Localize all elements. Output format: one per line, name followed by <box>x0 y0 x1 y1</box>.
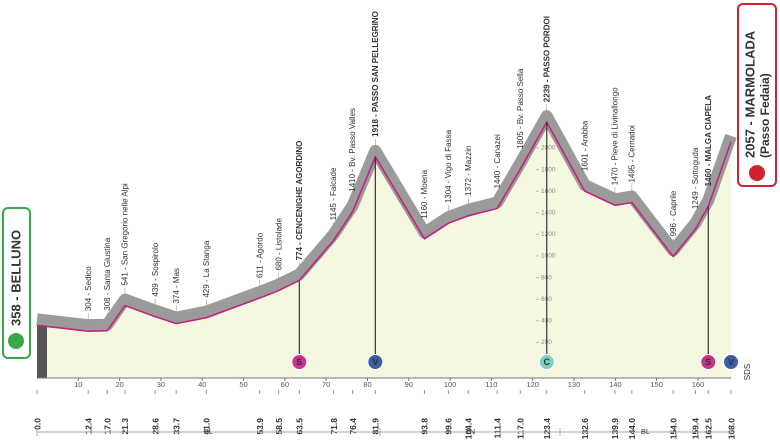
finish-subtitle: (Passo Fedaia) <box>758 73 772 158</box>
distance-label: 162.5 <box>704 418 714 440</box>
profile-area <box>37 122 731 378</box>
marker-label: V <box>728 357 734 367</box>
x-tick-label: 130 <box>568 380 581 389</box>
waypoint-label: 304 - Sedico <box>84 266 93 311</box>
x-tick-label: 120 <box>526 380 539 389</box>
marker <box>700 354 717 370</box>
y-tick-label: 1400 <box>541 210 556 217</box>
waypoint-label: 1304 - Vigo di Fassa <box>444 129 453 203</box>
distance-label: 17.0 <box>102 418 112 435</box>
finish-box <box>737 3 777 187</box>
distance-label: 117.0 <box>516 418 526 439</box>
distance-label: 71.8 <box>329 418 339 435</box>
x-tick-label: 90 <box>405 380 413 389</box>
x-tick-label: 140 <box>609 380 622 389</box>
waypoint-label: 1145 - Falcade <box>329 167 338 220</box>
y-tick-label: 1200 <box>541 231 556 238</box>
marker <box>538 354 555 370</box>
waypoint-label: 774 - CENCENIGHE AGORDINO <box>295 141 304 261</box>
x-tick-label: 10 <box>74 380 82 389</box>
marker <box>367 354 384 370</box>
distance-label: 41.0 <box>202 418 212 435</box>
distance-label: 0.0 <box>32 418 42 430</box>
waypoint-label: 541 - San Gregorio nelle Alpi <box>121 183 130 286</box>
x-tick-label: 40 <box>198 380 206 389</box>
y-tick-label: 1800 <box>541 166 556 173</box>
distance-label: 53.9 <box>255 418 265 435</box>
start-wall <box>37 325 47 378</box>
region-label: BL <box>204 427 213 436</box>
y-tick-label: 2000 <box>541 145 556 152</box>
y-tick-label: 1000 <box>541 253 556 260</box>
distance-label: 28.6 <box>150 418 160 435</box>
region-label: BL <box>641 427 650 436</box>
waypoint-label: 439 - Sospirolo <box>151 242 160 296</box>
waypoint-label: 1470 - Pieve di Livinallongo <box>611 87 620 185</box>
note: SDS <box>743 364 752 380</box>
waypoint-label: 1372 - Mazzin <box>464 146 473 196</box>
waypoint-label: 2239 - PASSO PORDOI <box>542 16 551 102</box>
start-box <box>2 207 31 359</box>
distance-label: 21.3 <box>120 418 130 435</box>
distance-label: 12.4 <box>83 418 93 435</box>
start-label: 358 - BELLUNO <box>8 230 23 326</box>
marker-label: V <box>372 357 378 367</box>
x-tick-label: 70 <box>322 380 330 389</box>
distance-label: 99.6 <box>444 418 454 435</box>
marker-label: S <box>296 357 302 367</box>
waypoint-label: 1440 - Canazei <box>493 134 502 188</box>
x-tick-label: 100 <box>444 380 457 389</box>
x-tick-label: 60 <box>281 380 289 389</box>
region-label: TN <box>465 427 475 436</box>
distance-label: 159.4 <box>691 418 701 440</box>
waypoint-label: 1160 - Moena <box>420 169 429 218</box>
profile-shade <box>36 110 737 332</box>
waypoint-label: 1410 - Bv. Passo Valles <box>348 108 357 192</box>
marker-label: C <box>544 357 551 367</box>
waypoint-label: 611 - Agordo <box>255 232 264 278</box>
waypoint-label: 1805 - Bv. Passo Sella <box>516 68 525 149</box>
x-tick-label: 20 <box>115 380 123 389</box>
distance-label: 132.6 <box>580 418 590 440</box>
distance-label: 76.4 <box>348 418 358 435</box>
x-tick-label: 80 <box>363 380 371 389</box>
x-tick-label: 30 <box>157 380 165 389</box>
waypoint-label: 680 - Listolade <box>274 218 283 271</box>
finish-icon <box>749 165 765 181</box>
profile-line <box>36 120 732 332</box>
distance-label: 104.4 <box>464 418 474 440</box>
distance-label: 58.5 <box>274 418 284 435</box>
waypoint-label: 1918 - PASSO SAN PELLEGRINO <box>371 11 380 137</box>
waypoint-label: 308 - Santa Giustina <box>103 237 112 310</box>
x-tick-label: 160 <box>692 380 705 389</box>
distance-label: 154.0 <box>668 418 678 440</box>
waypoint-label: 996 - Caprile <box>669 190 678 236</box>
distance-label: 123.4 <box>542 418 552 440</box>
waypoint-label: 1495 - Cernadoi <box>627 125 636 183</box>
waypoint-label: 1249 - Sottoguda <box>691 147 700 209</box>
start-icon <box>8 333 24 349</box>
y-tick-label: 1600 <box>541 188 556 195</box>
marker <box>291 354 308 370</box>
distance-label: 111.4 <box>492 418 502 439</box>
distance-label: 33.7 <box>171 418 181 435</box>
waypoint-label: 374 - Mas <box>172 268 181 304</box>
distance-label: 81.9 <box>371 418 381 435</box>
distance-label: 144.0 <box>627 418 637 440</box>
finish-label: 2057 - MARMOLADA <box>742 30 757 158</box>
marker <box>723 354 739 370</box>
distance-label: 63.5 <box>295 418 305 435</box>
x-tick-label: 110 <box>485 380 497 389</box>
waypoint-label: 429 - La Stanga <box>202 240 211 297</box>
marker-label: S <box>705 357 711 367</box>
distance-label: 139.9 <box>610 418 620 440</box>
waypoint-label: 1601 - Arabba <box>580 120 589 171</box>
distance-label: 93.8 <box>420 418 430 435</box>
x-tick-label: 150 <box>650 380 663 389</box>
waypoint-label: 1460 - MALGA CIAPELA <box>704 95 713 186</box>
x-tick-label: 50 <box>239 380 247 389</box>
